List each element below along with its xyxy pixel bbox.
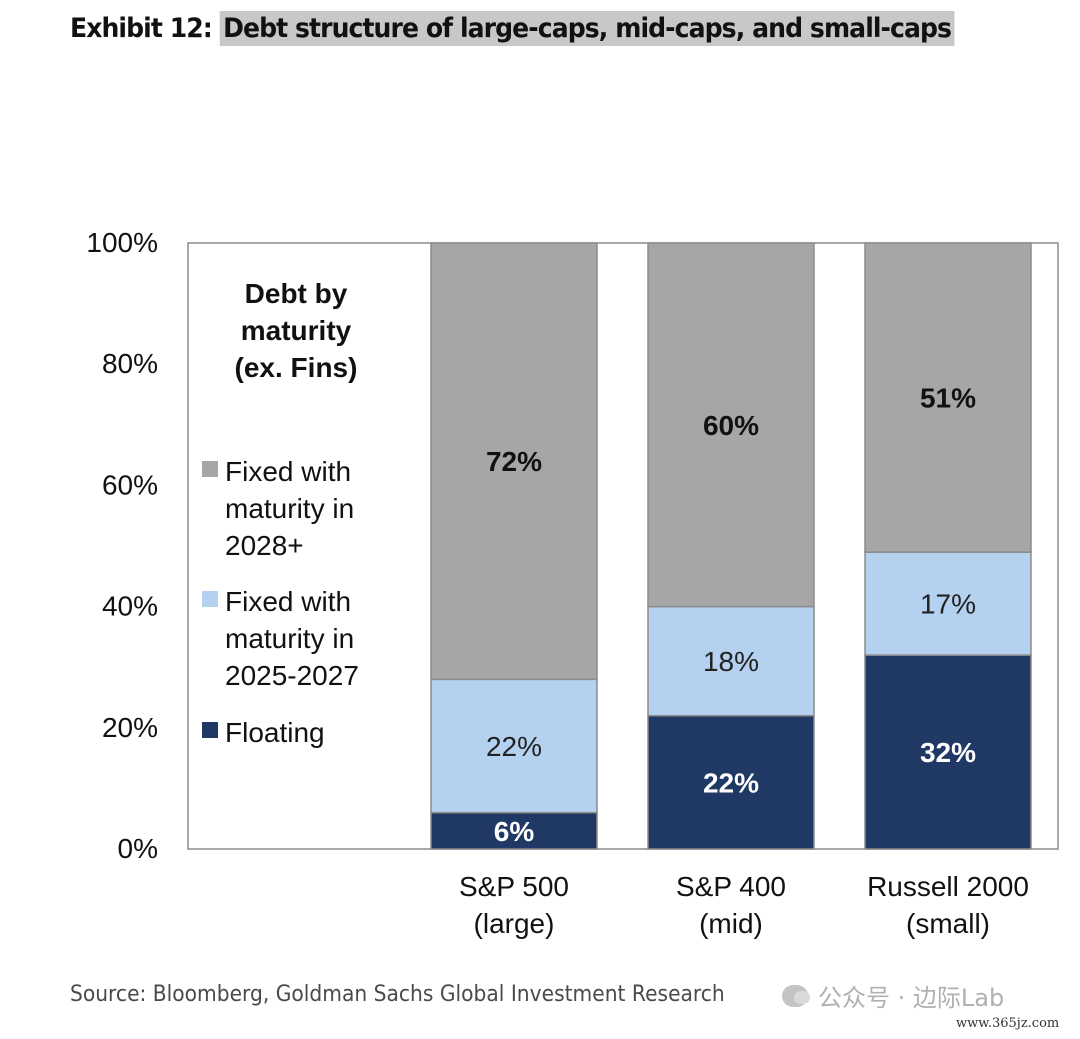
legend-title: maturity bbox=[241, 315, 352, 346]
bar-value-label: 51% bbox=[920, 383, 976, 414]
bar-segment bbox=[864, 242, 1032, 553]
legend-item-label: 2025-2027 bbox=[225, 660, 359, 691]
y-tick-label: 20% bbox=[102, 712, 158, 743]
watermark-text: 公众号 · 边际Lab bbox=[818, 984, 1005, 1012]
x-category-label: Russell 2000 bbox=[867, 871, 1029, 902]
x-category-label: (mid) bbox=[699, 908, 763, 939]
y-tick-label: 40% bbox=[102, 591, 158, 622]
y-tick-label: 60% bbox=[102, 469, 158, 500]
bar-segment bbox=[430, 242, 598, 681]
legend-item-label: 2028+ bbox=[225, 530, 304, 561]
legend-title: (ex. Fins) bbox=[235, 352, 358, 383]
legend-item-label: Floating bbox=[225, 717, 325, 748]
bar-segment bbox=[864, 654, 1032, 850]
source-note: Source: Bloomberg, Goldman Sachs Global … bbox=[70, 982, 725, 1007]
legend-item-label: maturity in bbox=[225, 493, 354, 524]
x-category-label: S&P 400 bbox=[676, 871, 786, 902]
legend-swatch bbox=[202, 461, 218, 477]
watermark: 公众号 · 边际Lab bbox=[782, 978, 1004, 1013]
x-category-label: (large) bbox=[474, 908, 555, 939]
bar-value-label: 60% bbox=[703, 410, 759, 441]
legend-item-label: maturity in bbox=[225, 623, 354, 654]
exhibit-label: Exhibit 12: bbox=[70, 12, 213, 44]
bar-value-label: 18% bbox=[703, 646, 759, 677]
y-tick-label: 0% bbox=[118, 833, 158, 864]
legend-swatch bbox=[202, 591, 218, 607]
exhibit-title: Exhibit 12: Debt structure of large-caps… bbox=[70, 6, 955, 50]
bar-segment bbox=[430, 811, 598, 850]
bar-value-label: 72% bbox=[486, 446, 542, 477]
bar-segment bbox=[647, 714, 815, 850]
bar-value-label: 6% bbox=[494, 816, 535, 847]
watermark-site: www.365jz.com bbox=[956, 1016, 1060, 1031]
exhibit-title-text: Debt structure of large-caps, mid-caps, … bbox=[219, 10, 955, 46]
bar-segment bbox=[430, 678, 598, 814]
bar-segment bbox=[864, 551, 1032, 656]
y-tick-label: 100% bbox=[86, 227, 158, 258]
bar-value-label: 22% bbox=[703, 767, 759, 798]
bar-value-label: 17% bbox=[920, 589, 976, 620]
bar-segment bbox=[647, 242, 815, 608]
legend-swatch bbox=[202, 722, 218, 738]
bar-segment bbox=[647, 605, 815, 717]
y-tick-label: 80% bbox=[102, 348, 158, 379]
legend-item-label: Fixed with bbox=[225, 456, 351, 487]
bar-value-label: 32% bbox=[920, 737, 976, 768]
x-category-label: (small) bbox=[906, 908, 990, 939]
x-category-label: S&P 500 bbox=[459, 871, 569, 902]
legend-item-label: Fixed with bbox=[225, 586, 351, 617]
legend-title: Debt by bbox=[245, 278, 348, 309]
bar-value-label: 22% bbox=[486, 731, 542, 762]
wechat-icon bbox=[782, 984, 810, 1007]
